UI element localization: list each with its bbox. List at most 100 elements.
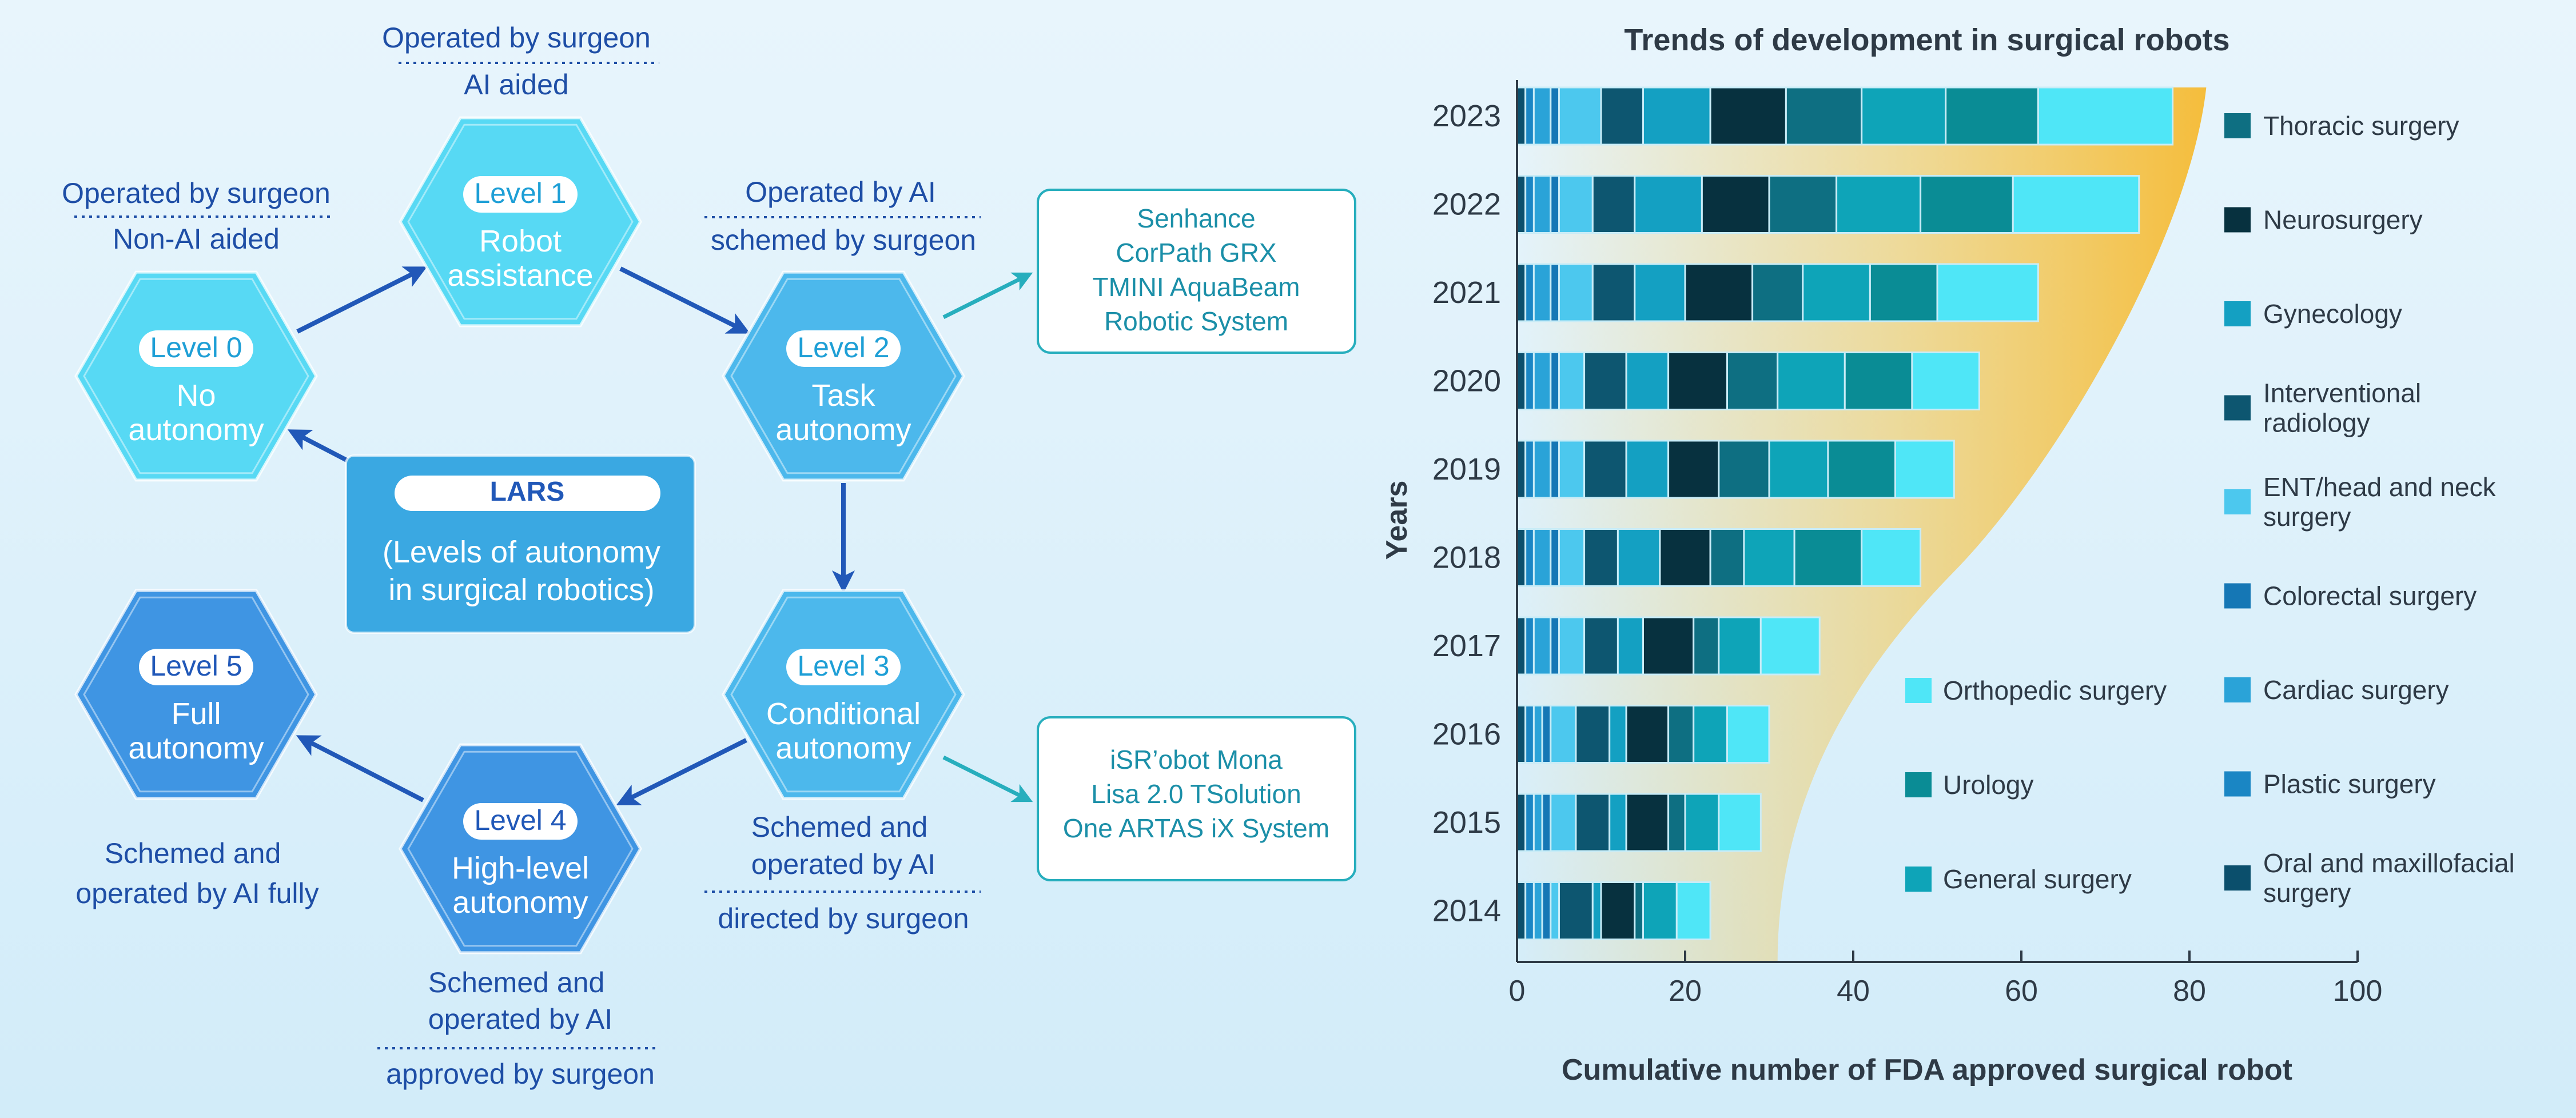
bar-row-2014 [1516, 881, 1711, 940]
legend-entry: Thoracic surgery [2224, 111, 2459, 141]
x-axis-title: Cumulative number of FDA approved surgic… [1562, 1053, 2292, 1087]
surgical-robot-chart: Trends of development in surgical robots… [1380, 23, 2515, 1087]
bar-segment [1793, 528, 1863, 587]
x-tick-label: 100 [2333, 975, 2383, 1008]
bar-segment [1659, 528, 1711, 587]
bar-row-2022 [1516, 175, 2140, 234]
bar-segment [1524, 263, 1535, 322]
caption-level4-top1: Schemed and [428, 967, 605, 999]
bar-segment [1532, 616, 1552, 676]
y-tick-label: 2015 [1432, 805, 1501, 840]
bar-segment [1591, 263, 1636, 322]
bar-segment [1911, 352, 1980, 410]
bar-segment [1516, 528, 1527, 587]
caption-level1-bottom: AI aided [464, 69, 568, 101]
legend-swatch [2224, 583, 2251, 609]
legend-entry: Colorectal surgery [2224, 581, 2477, 611]
legend-label: Interventional [2263, 378, 2421, 408]
legend-label: Neurosurgery [2263, 205, 2423, 235]
bar-segment [1709, 86, 1787, 146]
bar-segment [1718, 793, 1762, 852]
level-3-badge-pill [786, 649, 901, 685]
bar-segment [1583, 352, 1627, 410]
bar-segment [1524, 881, 1535, 940]
y-tick-label: 2023 [1432, 99, 1501, 133]
examples-level2-lines: Senhance CorPath GRX TMINI AquaBeam Robotic… [1092, 203, 1300, 336]
y-tick-label: 2016 [1432, 717, 1501, 752]
bar-segment [1516, 263, 1527, 322]
arrow-level0-to-level1 [296, 266, 428, 334]
lars-title: LARS [490, 477, 565, 507]
bar-segment [1550, 616, 1560, 676]
level-2-name-line1: Task [811, 378, 875, 413]
examples-level3-lines: iSR’obot Mona Lisa 2.0 TSolution One ARTAS… [1063, 745, 1329, 843]
y-tick-label: 2021 [1432, 275, 1501, 310]
level-5-name-line2: autonomy [128, 731, 264, 765]
bar-segment [1701, 175, 1770, 234]
legend-swatch [2224, 865, 2251, 891]
bar-segment [1802, 263, 1871, 322]
bar-segment [1861, 86, 1947, 146]
legend-label: Gynecology [2263, 299, 2402, 329]
legend-swatch [2224, 301, 2251, 326]
bar-segment [1524, 86, 1535, 146]
arrow-level3-to-examples [942, 755, 1033, 802]
bar-segment [1600, 86, 1644, 146]
legend-swatch [2224, 113, 2251, 138]
bar-segment [1920, 175, 2014, 234]
level-2-badge-pill [786, 330, 901, 367]
caption-level3-bottom: directed by surgeon [718, 903, 969, 935]
x-tick-label: 0 [1509, 975, 1526, 1008]
bar-row-2017 [1516, 616, 1821, 676]
level-3-name-line2: autonomy [775, 731, 911, 765]
bar-segment [1861, 528, 1922, 587]
bar-segment [1827, 440, 1896, 499]
bar-segment [1751, 263, 1804, 322]
level-1-badge-pill [463, 176, 578, 213]
legend-entry: Plastic surgery [2224, 769, 2436, 799]
bar-segment [1524, 175, 1535, 234]
level-5-name-line1: Full [171, 697, 221, 731]
legend-entry: Urology [1905, 770, 2034, 800]
caption-level2-top: Operated by AI [745, 176, 936, 208]
lars-subtitle-line2: in surgical robotics) [388, 573, 654, 607]
bar-segment [1642, 881, 1678, 940]
legend-label: Thoracic surgery [2263, 111, 2459, 141]
bar-segment [1642, 86, 1711, 146]
bar-segment [1524, 440, 1535, 499]
chart-title: Trends of development in surgical robots [1624, 23, 2229, 57]
bar-segment [1558, 175, 1594, 234]
bar-segment [1768, 175, 1838, 234]
legend-label: surgery [2263, 502, 2351, 532]
bar-segment [1693, 616, 1720, 676]
bar-segment [1532, 352, 1552, 410]
y-axis-title: Years [1380, 481, 1414, 560]
bar-segment [1558, 86, 1602, 146]
bar-segment [1768, 440, 1829, 499]
bar-segment [1550, 86, 1560, 146]
bar-segment [1600, 881, 1636, 940]
bar-row-2016 [1516, 705, 1770, 764]
bar-segment [1558, 440, 1586, 499]
bar-segment [1667, 705, 1695, 764]
bar-segment [1718, 440, 1770, 499]
legend-entry: Cardiac surgery [2224, 675, 2449, 705]
bar-row-2020 [1516, 352, 1980, 410]
bar-segment [1550, 352, 1560, 410]
bar-segment [1532, 175, 1552, 234]
bar-segment [1667, 352, 1729, 410]
examples-level2-box: Senhance CorPath GRX TMINI AquaBeam Robotic… [1037, 189, 1356, 354]
bar-segment [1743, 528, 1795, 587]
example-robot-name: TMINI AquaBeam [1092, 272, 1300, 302]
bar-segment [1524, 528, 1535, 587]
example-robot-name: CorPath GRX [1116, 238, 1276, 267]
bar-segment [1684, 263, 1754, 322]
bar-segment [1516, 793, 1527, 852]
